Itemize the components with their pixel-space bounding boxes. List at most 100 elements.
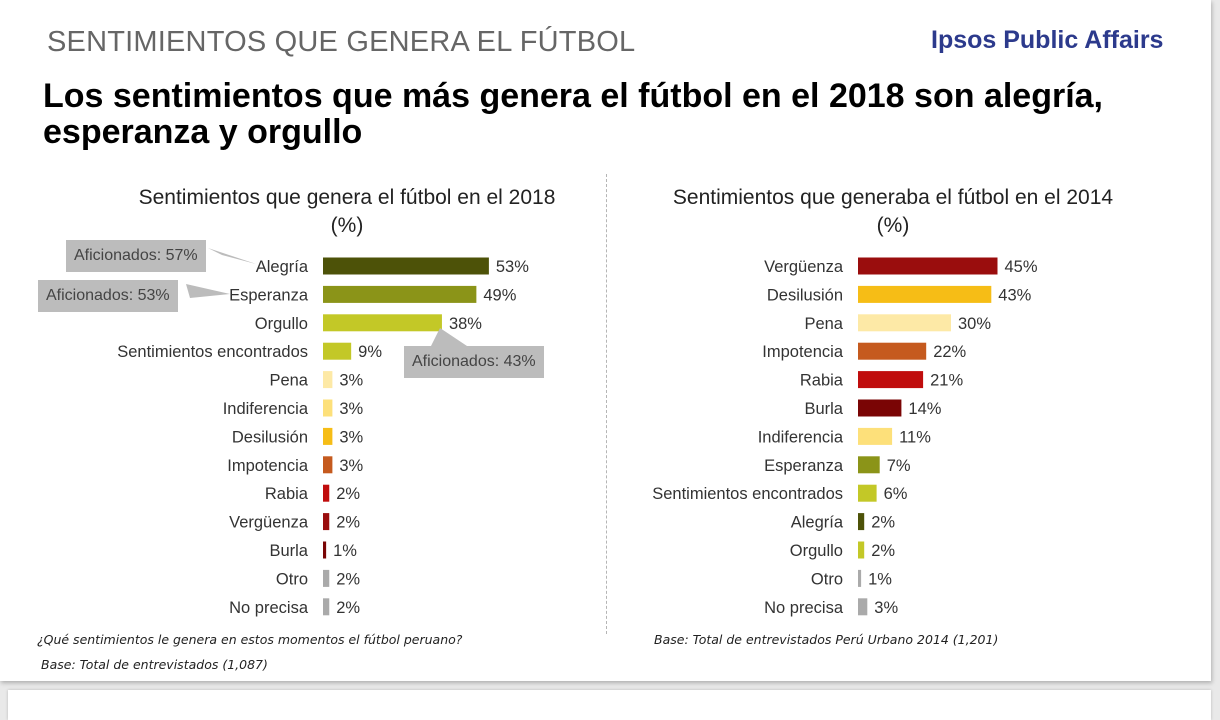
chart-2014-bar-verguenza xyxy=(858,257,998,275)
chart-2014-value-otro: 1% xyxy=(868,570,892,588)
chart-2018-value-impotencia: 3% xyxy=(339,457,363,475)
chart-2014-bar-impotencia xyxy=(858,342,927,360)
chart-2018-value-pena: 3% xyxy=(339,372,363,390)
chart-2018-value-no-precisa: 2% xyxy=(336,599,360,617)
footnote-base-2018: Base: Total de entrevistados (1,087) xyxy=(41,657,268,672)
chart-2014-bar-esperanza xyxy=(858,456,880,474)
chart-2014-bar-burla xyxy=(858,399,902,417)
chart-2018-value-esperanza: 49% xyxy=(483,286,516,304)
chart-2014-bar-indiferencia xyxy=(858,427,893,445)
chart-2018-bar-otro xyxy=(323,569,330,587)
chart-2014-category-desilusion: Desilusión xyxy=(767,286,843,304)
chart-2014-category-rabia: Rabia xyxy=(800,372,844,390)
chart-2014-category-otro: Otro xyxy=(811,570,843,588)
chart-2014-bar-otro xyxy=(858,569,862,587)
chart-2018-bar-verguenza xyxy=(323,513,330,531)
chart-2014-bar-rabia xyxy=(858,371,924,389)
chart-2014-value-sentimientos-encontrados: 6% xyxy=(884,485,908,503)
chart-2018-bar-desilusion xyxy=(323,427,333,445)
headline: Los sentimientos que más genera el fútbo… xyxy=(43,77,1103,151)
chart-2014-title-text: Sentimientos que generaba el fútbol en e… xyxy=(672,186,1114,209)
chart-2018-category-sentimientos-encontrados: Sentimientos encontrados xyxy=(117,343,308,361)
chart-2018-bar-orgullo xyxy=(323,314,442,332)
chart-2018-bar-no-precisa xyxy=(323,598,330,616)
chart-2014-value-desilusion: 43% xyxy=(998,286,1031,304)
chart-2014-category-sentimientos-encontrados: Sentimientos encontrados xyxy=(652,485,843,503)
chart-2014: Vergüenza 45% Desilusión 43% Pena 30% Impotenc… xyxy=(652,257,1038,617)
chart-2018-category-alegria: Alegría xyxy=(256,258,309,276)
callout-pointer-alegria xyxy=(208,248,256,264)
slide: SENTIMIENTOS QUE GENERA EL FÚTBOL Ipsos … xyxy=(0,0,1211,681)
chart-2018-bar-pena xyxy=(323,371,333,389)
chart-2014-bar-sentimientos-encontrados xyxy=(858,484,877,502)
chart-2018-value-alegria: 53% xyxy=(496,258,529,276)
chart-2014-category-esperanza: Esperanza xyxy=(764,457,844,475)
callout-pointer-orgullo xyxy=(430,328,470,348)
chart-2018-bar-rabia xyxy=(323,484,330,502)
chart-2014-value-rabia: 21% xyxy=(930,372,963,390)
chart-2018-category-esperanza: Esperanza xyxy=(229,286,309,304)
chart-2014-bar-alegria xyxy=(858,513,865,531)
footnote-base-2014: Base: Total de entrevistados Perú Urbano… xyxy=(654,632,999,647)
chart-2014-bar-orgullo xyxy=(858,541,865,559)
chart-2014-category-verguenza: Vergüenza xyxy=(764,258,844,276)
chart-2014-value-esperanza: 7% xyxy=(887,457,911,475)
chart-2014-bar-pena xyxy=(858,314,951,332)
chart-2018-category-verguenza: Vergüenza xyxy=(229,514,309,532)
callout-aficionados-orgullo: Aficionados: 43% xyxy=(404,346,544,378)
chart-2018-title-text: Sentimientos que genera el fútbol en el … xyxy=(138,186,556,209)
chart-2014-bar-desilusion xyxy=(858,285,992,303)
chart-2018-value-sentimientos-encontrados: 9% xyxy=(358,343,382,361)
chart-2018-category-desilusion: Desilusión xyxy=(232,428,308,446)
chart-2018-unit: (%) xyxy=(330,214,364,237)
chart-2018-bar-sentimientos-encontrados xyxy=(323,342,352,360)
chart-2018-category-pena: Pena xyxy=(269,372,308,390)
chart-2018-category-no-precisa: No precisa xyxy=(229,599,309,617)
chart-2018-value-verguenza: 2% xyxy=(336,514,360,532)
callout-pointer-esperanza xyxy=(186,284,230,298)
chart-2014-category-indiferencia: Indiferencia xyxy=(758,428,844,446)
chart-2014-value-pena: 30% xyxy=(958,315,991,333)
brand-logo-text: Ipsos Public Affairs xyxy=(931,26,1164,54)
chart-2014-value-impotencia: 22% xyxy=(933,343,966,361)
chart-2018-bar-burla xyxy=(323,541,327,559)
chart-2014-category-impotencia: Impotencia xyxy=(762,343,844,361)
chart-2018-bar-alegria xyxy=(323,257,489,275)
chart-2018-value-desilusion: 3% xyxy=(339,428,363,446)
chart-2018-category-burla: Burla xyxy=(269,542,308,560)
chart-2018-value-indiferencia: 3% xyxy=(339,400,363,418)
chart-2018-category-impotencia: Impotencia xyxy=(227,457,309,475)
chart-2018-value-burla: 1% xyxy=(333,542,357,560)
footnote-question: ¿Qué sentimientos le genera en estos mom… xyxy=(37,632,463,647)
chart-2018-title: Sentimientos que genera el fútbol en el … xyxy=(67,184,627,240)
chart-2014-title: Sentimientos que generaba el fútbol en e… xyxy=(613,184,1173,240)
chart-2018-bar-indiferencia xyxy=(323,399,333,417)
chart-2018-bar-impotencia xyxy=(323,456,333,474)
section-eyebrow: SENTIMIENTOS QUE GENERA EL FÚTBOL xyxy=(47,26,636,58)
chart-divider xyxy=(606,174,607,634)
callout-aficionados-esperanza: Aficionados: 53% xyxy=(38,280,178,312)
chart-2014-bar-no-precisa xyxy=(858,598,868,616)
chart-2018-value-orgullo: 38% xyxy=(449,315,482,333)
chart-2018-value-rabia: 2% xyxy=(336,485,360,503)
chart-2018-category-rabia: Rabia xyxy=(265,485,309,503)
callout-aficionados-alegria: Aficionados: 57% xyxy=(66,240,206,272)
chart-2018: Alegría 53% Esperanza 49% Orgullo 38% Sentimie… xyxy=(117,257,529,617)
chart-2014-unit: (%) xyxy=(876,214,910,237)
chart-2014-category-no-precisa: No precisa xyxy=(764,599,844,617)
chart-2014-category-orgullo: Orgullo xyxy=(790,542,843,560)
callout-pointers xyxy=(186,248,470,348)
chart-2018-category-orgullo: Orgullo xyxy=(255,315,308,333)
chart-2018-bar-esperanza xyxy=(323,285,477,303)
chart-2014-value-orgullo: 2% xyxy=(871,542,895,560)
chart-2014-value-alegria: 2% xyxy=(871,514,895,532)
chart-2018-category-otro: Otro xyxy=(276,570,308,588)
chart-2018-category-indiferencia: Indiferencia xyxy=(223,400,309,418)
chart-2014-category-alegria: Alegría xyxy=(791,514,844,532)
chart-2014-value-indiferencia: 11% xyxy=(899,428,931,446)
chart-2014-value-no-precisa: 3% xyxy=(874,599,898,617)
chart-2014-value-burla: 14% xyxy=(908,400,941,418)
next-slide-edge xyxy=(8,690,1211,720)
chart-2014-category-burla: Burla xyxy=(804,400,843,418)
chart-2014-value-verguenza: 45% xyxy=(1005,258,1038,276)
